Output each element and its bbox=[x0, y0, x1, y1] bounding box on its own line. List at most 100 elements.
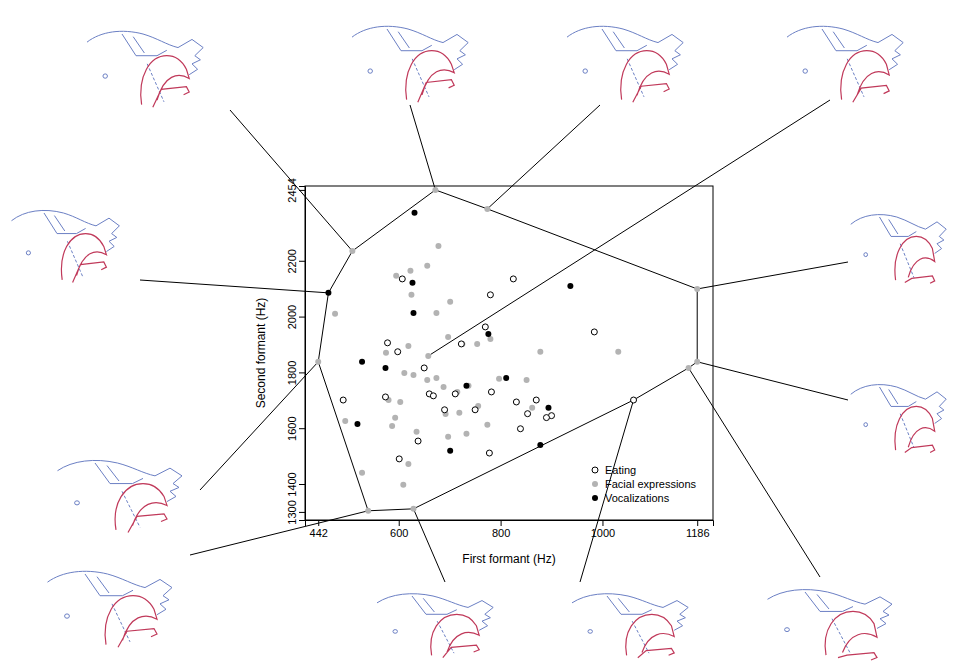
scatter-point bbox=[447, 448, 453, 454]
scatter-point bbox=[591, 329, 597, 335]
x-tick-label: 800 bbox=[492, 527, 510, 539]
scatter-point bbox=[401, 370, 407, 376]
leader-line bbox=[487, 105, 600, 209]
scatter-point bbox=[615, 349, 621, 355]
scatter-point bbox=[408, 292, 414, 298]
x-tick-label: 442 bbox=[310, 527, 328, 539]
y-tick: 2000 bbox=[286, 305, 305, 329]
scatter-point bbox=[399, 276, 405, 282]
tract-palate bbox=[44, 213, 86, 234]
tract-dashed bbox=[900, 244, 914, 278]
tract-dashed bbox=[437, 621, 454, 653]
scatter-point bbox=[441, 384, 447, 390]
vocal-tract-sketch bbox=[851, 385, 946, 453]
scatter-point bbox=[354, 421, 360, 427]
y-tick: 1600 bbox=[286, 416, 305, 440]
scatter-point bbox=[405, 461, 411, 467]
scatter-point bbox=[484, 206, 490, 212]
tract-dashed bbox=[67, 241, 83, 277]
x-tick: 1000 bbox=[591, 520, 615, 539]
y-tick: 2200 bbox=[286, 249, 305, 273]
tract-palate bbox=[880, 217, 917, 236]
series-points bbox=[315, 187, 700, 514]
tract-ear bbox=[103, 74, 107, 78]
y-tick-mark bbox=[299, 190, 305, 191]
scatter-point bbox=[456, 410, 462, 416]
tract-palate bbox=[412, 596, 457, 614]
sketches bbox=[12, 26, 947, 660]
scatter-point bbox=[686, 365, 692, 371]
y-tick-label: 2454 bbox=[286, 178, 298, 202]
scatter-point bbox=[474, 341, 480, 347]
leader-line bbox=[428, 100, 830, 356]
vocal-tract-sketch bbox=[48, 571, 173, 647]
scatter-point bbox=[517, 426, 523, 432]
scatter-point bbox=[340, 397, 346, 403]
tract-ear bbox=[803, 69, 807, 73]
scatter-point bbox=[463, 431, 469, 437]
scatter-point bbox=[424, 377, 430, 383]
tract-ear bbox=[26, 251, 30, 255]
y-tick-mark bbox=[299, 261, 305, 262]
scatter-point bbox=[537, 349, 543, 355]
tract-ear bbox=[75, 501, 80, 505]
tract-dashed bbox=[632, 621, 649, 653]
tract-dashed bbox=[900, 414, 914, 448]
scatter-point bbox=[631, 397, 637, 403]
y-tick-label: 1400 bbox=[286, 472, 298, 496]
vocal-tract-sketch bbox=[58, 460, 183, 532]
scatter-point bbox=[409, 280, 415, 286]
tract-palate bbox=[880, 387, 917, 406]
scatter-point bbox=[503, 375, 509, 381]
tract-tongue bbox=[841, 51, 889, 103]
scatter-point bbox=[342, 418, 348, 424]
x-tick-mark bbox=[697, 520, 698, 526]
scatter-point bbox=[525, 411, 531, 417]
convex-hull bbox=[318, 190, 697, 511]
chart: 4426008001000118613001400160018002000220… bbox=[0, 0, 967, 665]
tract-tongue bbox=[115, 484, 167, 533]
vocal-tract-sketch bbox=[87, 31, 203, 107]
x-tick-mark bbox=[602, 520, 603, 526]
vocal-tract-sketch bbox=[851, 215, 946, 284]
scatter-point bbox=[359, 470, 365, 476]
series-points bbox=[340, 276, 636, 462]
tract-ear bbox=[393, 630, 397, 634]
x-tick-label: 1186 bbox=[686, 527, 710, 539]
tract-tongue bbox=[61, 234, 106, 283]
leader-line bbox=[689, 368, 820, 577]
x-axis-title: First formant (Hz) bbox=[462, 552, 555, 566]
tract-palate bbox=[95, 463, 143, 484]
leader-line bbox=[697, 362, 848, 400]
plot-frame bbox=[305, 186, 713, 520]
scatter-point bbox=[430, 393, 436, 399]
scatter-point bbox=[396, 456, 402, 462]
scatter-point bbox=[445, 434, 451, 440]
scatter-point bbox=[482, 324, 488, 330]
y-tick-mark bbox=[299, 512, 305, 513]
legend-label: Eating bbox=[605, 464, 636, 476]
y-tick-mark bbox=[299, 372, 305, 373]
y-tick-label: 1300 bbox=[286, 500, 298, 524]
y-tick: 2454 bbox=[286, 178, 305, 202]
y-axis: 1300140016001800200022002454 bbox=[286, 178, 306, 524]
scatter-point bbox=[445, 334, 451, 340]
tract-dashed bbox=[112, 604, 130, 642]
y-tick: 1300 bbox=[286, 500, 305, 524]
tract-tongue bbox=[895, 406, 935, 452]
y-axis-title: Second formant (Hz) bbox=[254, 298, 268, 409]
tract-ear bbox=[65, 614, 70, 618]
vocal-tract-sketch bbox=[572, 594, 688, 658]
legend: EatingFacial expressionsVocalizations bbox=[592, 464, 697, 504]
vocal-tract-sketch bbox=[352, 26, 468, 102]
vocal-tract-sketch bbox=[787, 26, 903, 102]
scatter-point bbox=[382, 365, 388, 371]
legend-label: Facial expressions bbox=[605, 478, 697, 490]
series-points bbox=[325, 210, 573, 454]
scatter-point bbox=[392, 415, 398, 421]
tract-palate bbox=[122, 34, 167, 56]
scatter-point bbox=[410, 372, 416, 378]
x-tick: 1186 bbox=[686, 520, 710, 539]
scatter-point bbox=[442, 407, 448, 413]
tract-dashed bbox=[832, 619, 850, 653]
